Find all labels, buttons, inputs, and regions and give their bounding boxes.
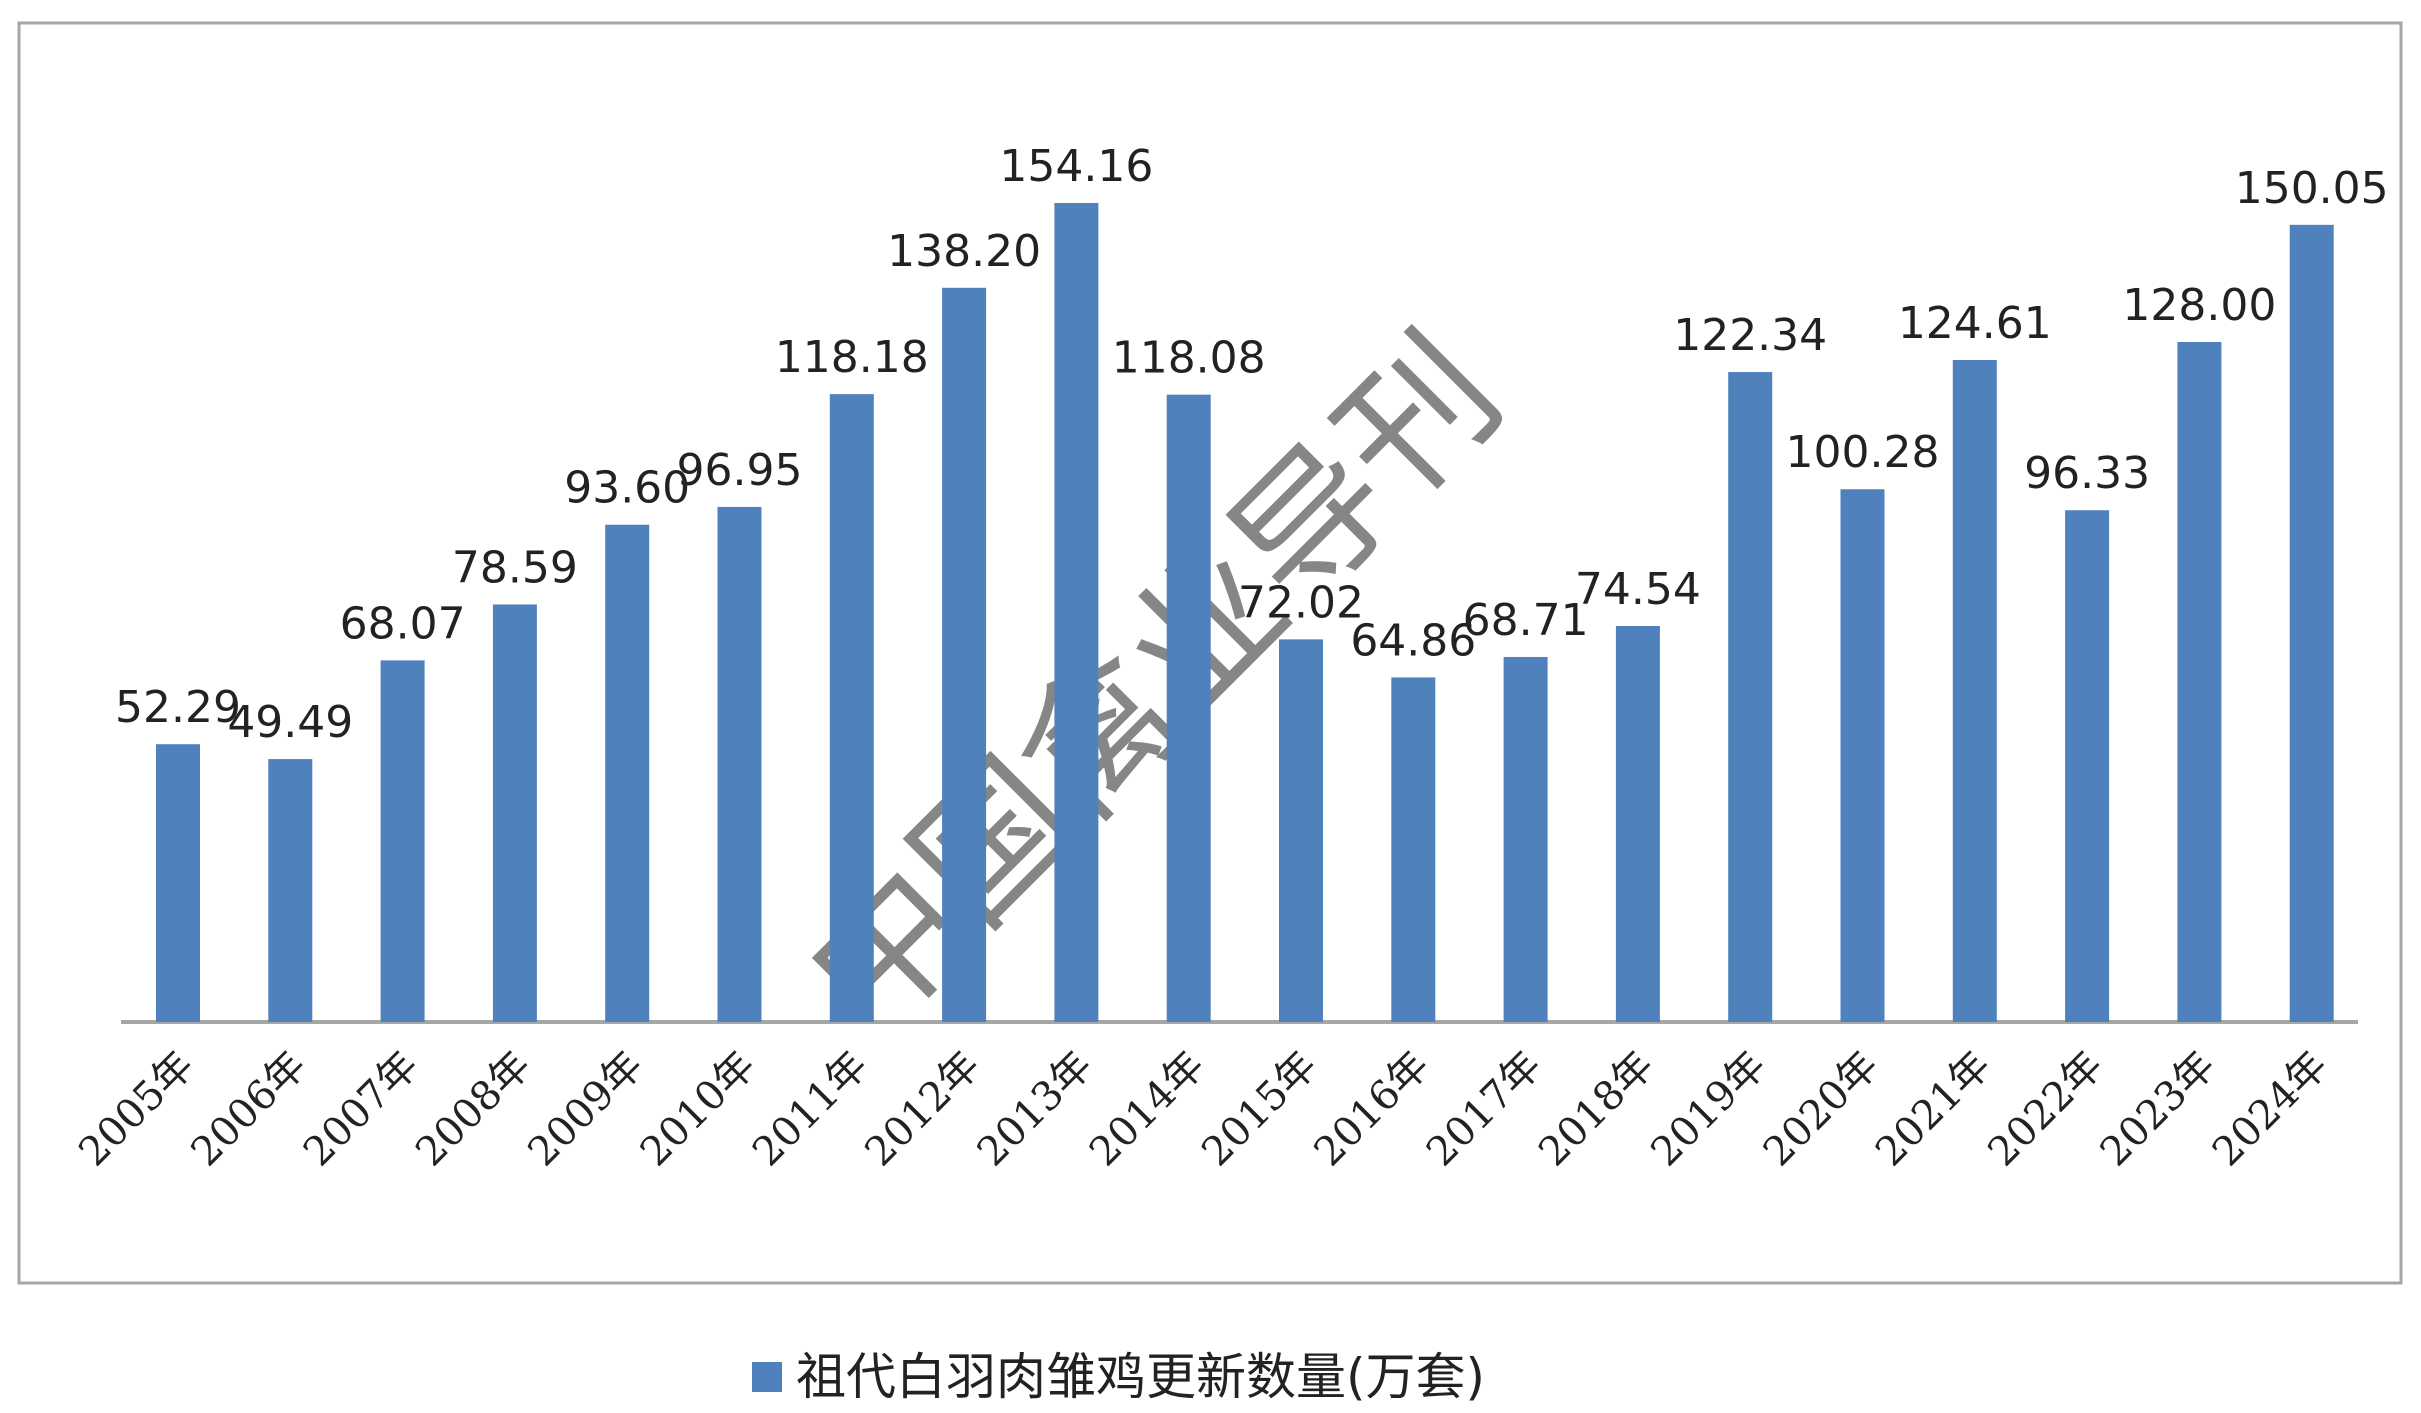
bar bbox=[2177, 341, 2222, 1022]
bar bbox=[1503, 656, 1548, 1022]
data-label: 122.34 bbox=[1673, 310, 1827, 361]
bar bbox=[2065, 510, 2110, 1022]
data-label: 150.05 bbox=[2235, 163, 2389, 214]
bar bbox=[1054, 203, 1099, 1022]
data-label: 49.49 bbox=[227, 697, 353, 748]
bar bbox=[1279, 639, 1323, 1022]
data-label: 96.33 bbox=[2024, 448, 2150, 499]
bar bbox=[380, 660, 425, 1022]
bar bbox=[1391, 677, 1436, 1022]
bar bbox=[156, 744, 200, 1022]
data-label: 72.02 bbox=[1238, 577, 1364, 628]
data-label: 96.95 bbox=[677, 445, 803, 496]
legend-swatch bbox=[752, 1362, 782, 1392]
bar bbox=[605, 524, 650, 1022]
data-label: 100.28 bbox=[1786, 427, 1940, 478]
data-label: 124.61 bbox=[1898, 298, 2052, 349]
data-label: 93.60 bbox=[564, 463, 690, 514]
bar bbox=[1840, 489, 1885, 1023]
data-label: 118.08 bbox=[1112, 333, 1266, 384]
data-label: 68.71 bbox=[1463, 595, 1589, 646]
bar bbox=[829, 394, 874, 1022]
data-label: 68.07 bbox=[340, 598, 466, 649]
data-label: 78.59 bbox=[452, 542, 578, 593]
data-label: 52.29 bbox=[115, 682, 241, 733]
bar bbox=[268, 759, 313, 1022]
bar bbox=[1615, 625, 1660, 1022]
data-label: 138.20 bbox=[887, 226, 1041, 277]
bar bbox=[1952, 359, 1997, 1023]
data-label: 74.54 bbox=[1575, 564, 1701, 615]
data-label: 128.00 bbox=[2122, 280, 2276, 331]
data-label: 64.86 bbox=[1350, 615, 1476, 666]
bar bbox=[2289, 224, 2334, 1023]
bar bbox=[942, 287, 987, 1022]
legend-label: 祖代白羽肉雏鸡更新数量(万套) bbox=[796, 1348, 1485, 1406]
data-label: 154.16 bbox=[999, 141, 1153, 192]
bar bbox=[492, 604, 537, 1022]
bar bbox=[1728, 372, 1773, 1022]
bar bbox=[1166, 394, 1211, 1022]
data-label: 118.18 bbox=[775, 332, 929, 383]
bar bbox=[717, 506, 762, 1023]
